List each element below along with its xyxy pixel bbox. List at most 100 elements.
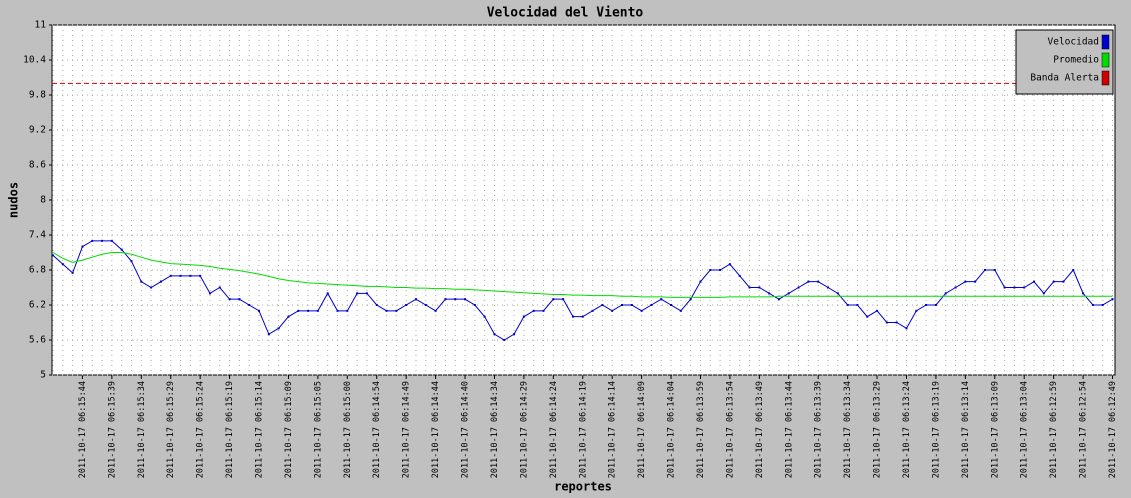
- point-marker: [1033, 280, 1036, 283]
- point-marker: [817, 280, 820, 283]
- point-marker: [934, 304, 937, 306]
- point-marker: [522, 315, 525, 318]
- point-marker: [601, 304, 604, 306]
- point-marker: [768, 292, 771, 295]
- point-marker: [1003, 286, 1006, 289]
- point-marker: [876, 309, 879, 312]
- point-marker: [385, 309, 388, 312]
- x-tick-label: 2011-10-17 06:15:34: [137, 381, 147, 478]
- point-marker: [405, 304, 408, 306]
- x-tick-label: 2011-10-17 06:12:49: [1108, 381, 1118, 478]
- point-marker: [81, 245, 84, 248]
- point-marker: [493, 333, 496, 336]
- x-tick-label: 2011-10-17 06:15:14: [255, 381, 265, 478]
- x-tick-label: 2011-10-17 06:15:19: [225, 381, 235, 478]
- point-marker: [1052, 280, 1055, 283]
- point-marker: [807, 280, 810, 283]
- point-marker: [464, 298, 467, 301]
- point-marker: [248, 304, 251, 306]
- x-tick-label: 2011-10-17 06:14:24: [549, 381, 559, 478]
- point-marker: [307, 309, 310, 312]
- point-marker: [728, 263, 731, 266]
- point-marker: [748, 286, 751, 289]
- x-tick-label: 2011-10-17 06:12:54: [1079, 381, 1089, 478]
- point-marker: [434, 309, 437, 312]
- point-marker: [140, 280, 143, 283]
- x-tick-label: 2011-10-17 06:14:34: [490, 381, 500, 478]
- point-marker: [689, 298, 692, 301]
- point-marker: [326, 292, 329, 295]
- point-marker: [414, 298, 417, 301]
- point-marker: [130, 260, 133, 263]
- point-marker: [905, 327, 908, 330]
- point-marker: [856, 304, 859, 306]
- point-marker: [169, 274, 172, 277]
- point-marker: [189, 274, 192, 277]
- point-marker: [365, 292, 368, 295]
- chart-title: Velocidad del Viento: [487, 6, 644, 21]
- series-line: [52, 252, 1113, 298]
- point-marker: [650, 304, 653, 306]
- x-tick-label: 2011-10-17 06:13:34: [843, 381, 853, 478]
- x-tick-label: 2011-10-17 06:13:24: [902, 381, 912, 478]
- point-marker: [375, 304, 378, 306]
- point-marker: [101, 239, 104, 242]
- y-tick-label: 8.6: [29, 160, 46, 171]
- point-marker: [895, 321, 898, 324]
- point-marker: [581, 315, 584, 318]
- point-marker: [473, 304, 476, 306]
- x-tick-label: 2011-10-17 06:14:09: [637, 381, 647, 478]
- point-marker: [483, 315, 486, 318]
- point-marker: [738, 274, 741, 277]
- x-tick-label: 2011-10-17 06:13:54: [725, 381, 735, 478]
- point-marker: [983, 269, 986, 271]
- point-marker: [91, 239, 94, 242]
- point-marker: [885, 321, 888, 324]
- point-marker: [964, 280, 967, 283]
- point-marker: [562, 298, 565, 301]
- point-marker: [787, 292, 790, 295]
- point-marker: [797, 286, 800, 289]
- x-tick-label: 2011-10-17 06:13:44: [784, 381, 794, 478]
- point-marker: [150, 286, 153, 289]
- point-marker: [228, 298, 231, 301]
- x-tick-label: 2011-10-17 06:15:29: [166, 381, 176, 478]
- point-marker: [110, 239, 113, 242]
- point-marker: [336, 309, 339, 312]
- legend-label: Velocidad: [1048, 37, 1099, 48]
- legend-box: [1015, 29, 1114, 95]
- point-marker: [1072, 269, 1075, 271]
- point-marker: [199, 274, 202, 277]
- x-tick-label: 2011-10-17 06:15:39: [107, 381, 117, 478]
- y-axis-label: nudos: [7, 182, 21, 218]
- x-tick-label: 2011-10-17 06:14:40: [461, 381, 471, 478]
- point-marker: [52, 254, 54, 257]
- point-marker: [552, 298, 555, 301]
- point-marker: [179, 274, 182, 277]
- point-marker: [836, 292, 839, 295]
- x-tick-label: 2011-10-17 06:14:04: [667, 381, 677, 478]
- point-marker: [395, 309, 398, 312]
- point-marker: [925, 304, 928, 306]
- x-tick-label: 2011-10-17 06:14:29: [519, 381, 529, 478]
- y-tick-label: 7.4: [29, 230, 46, 241]
- y-tick-label: 9.2: [29, 125, 46, 136]
- point-marker: [1101, 304, 1104, 306]
- point-marker: [620, 304, 623, 306]
- y-tick-label: 8: [40, 195, 46, 206]
- point-marker: [503, 339, 506, 341]
- point-marker: [571, 315, 574, 318]
- point-marker: [542, 309, 545, 312]
- point-marker: [915, 309, 918, 312]
- point-marker: [159, 280, 162, 283]
- point-marker: [1062, 280, 1065, 283]
- legend-label: Banda Alerta: [1030, 73, 1099, 84]
- y-tick-label: 5: [40, 370, 46, 381]
- point-marker: [660, 298, 663, 301]
- point-marker: [120, 248, 123, 251]
- point-marker: [424, 304, 427, 306]
- point-marker: [777, 298, 780, 301]
- point-marker: [1013, 286, 1016, 289]
- point-marker: [258, 309, 261, 312]
